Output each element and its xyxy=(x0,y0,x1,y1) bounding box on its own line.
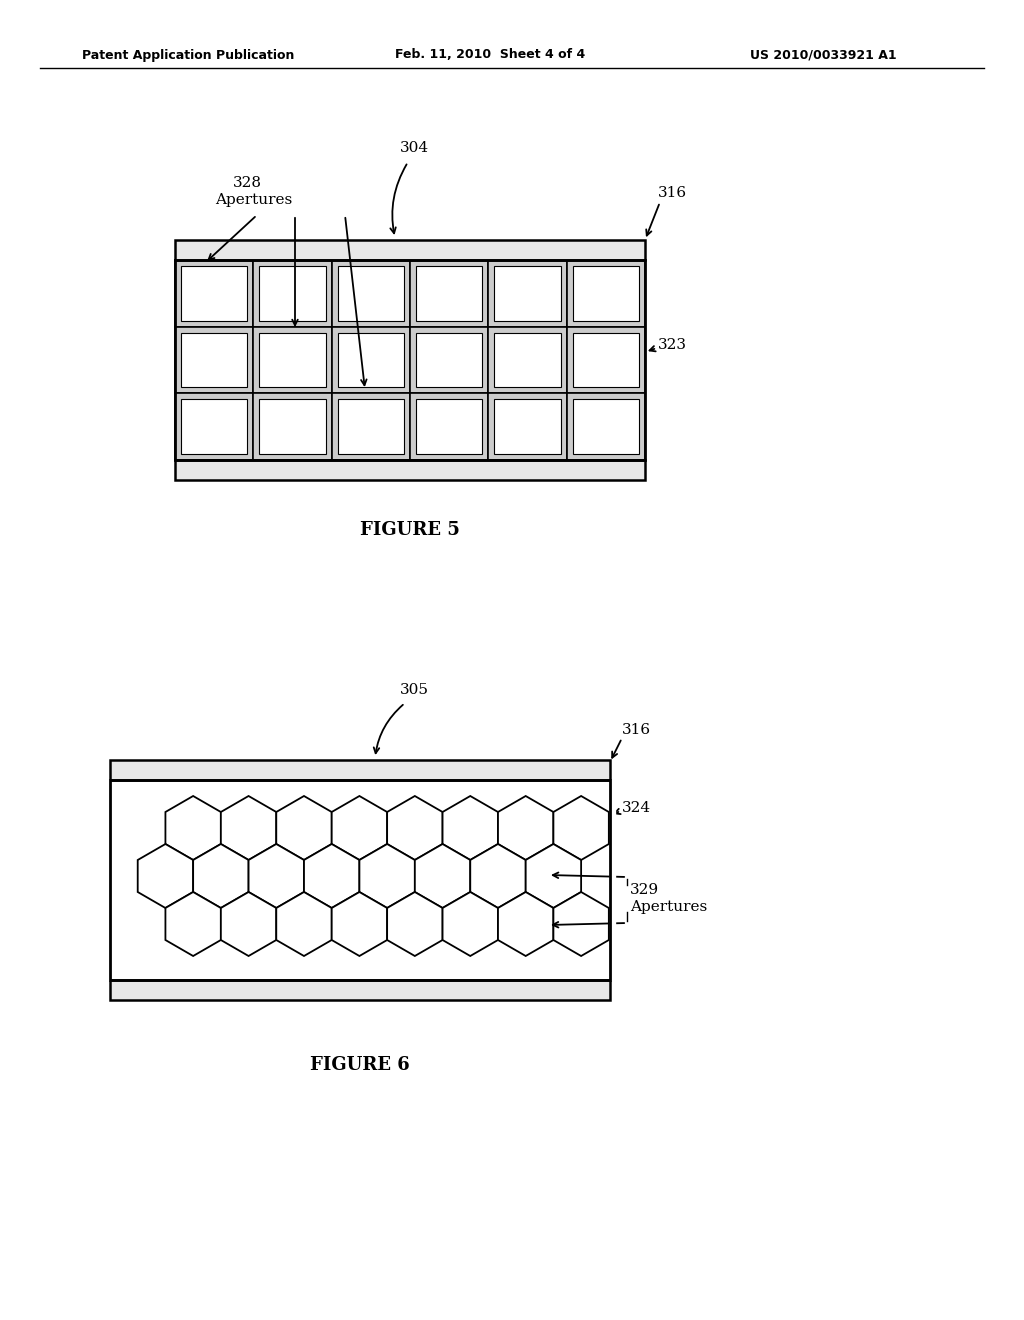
Text: 305: 305 xyxy=(400,682,429,697)
Text: Patent Application Publication: Patent Application Publication xyxy=(82,49,294,62)
Polygon shape xyxy=(181,400,248,454)
Polygon shape xyxy=(495,267,561,321)
Text: FIGURE 5: FIGURE 5 xyxy=(360,521,460,539)
Polygon shape xyxy=(181,267,248,321)
Polygon shape xyxy=(110,780,610,979)
Polygon shape xyxy=(332,796,387,861)
Polygon shape xyxy=(249,843,304,908)
Polygon shape xyxy=(276,892,332,956)
Polygon shape xyxy=(332,326,410,393)
Text: Apertures: Apertures xyxy=(630,900,708,913)
Polygon shape xyxy=(572,400,639,454)
Polygon shape xyxy=(442,892,498,956)
Polygon shape xyxy=(253,393,332,459)
Text: 323: 323 xyxy=(658,338,687,352)
Polygon shape xyxy=(259,400,326,454)
Text: 316: 316 xyxy=(658,186,687,201)
Polygon shape xyxy=(387,796,442,861)
Text: 304: 304 xyxy=(400,141,429,154)
Polygon shape xyxy=(566,393,645,459)
Polygon shape xyxy=(442,796,498,861)
Polygon shape xyxy=(415,843,470,908)
Text: US 2010/0033921 A1: US 2010/0033921 A1 xyxy=(750,49,897,62)
Polygon shape xyxy=(175,459,645,480)
Polygon shape xyxy=(488,326,566,393)
Polygon shape xyxy=(175,240,645,260)
Polygon shape xyxy=(194,843,249,908)
Polygon shape xyxy=(387,892,442,956)
Polygon shape xyxy=(259,333,326,387)
Polygon shape xyxy=(276,796,332,861)
Polygon shape xyxy=(495,400,561,454)
Polygon shape xyxy=(410,393,488,459)
Polygon shape xyxy=(338,400,404,454)
Polygon shape xyxy=(332,393,410,459)
Polygon shape xyxy=(488,260,566,326)
Text: Feb. 11, 2010  Sheet 4 of 4: Feb. 11, 2010 Sheet 4 of 4 xyxy=(395,49,586,62)
Polygon shape xyxy=(332,260,410,326)
Polygon shape xyxy=(498,796,553,861)
Polygon shape xyxy=(566,326,645,393)
Polygon shape xyxy=(166,796,221,861)
Polygon shape xyxy=(572,267,639,321)
Polygon shape xyxy=(221,892,276,956)
Text: 316: 316 xyxy=(622,723,651,737)
Polygon shape xyxy=(259,267,326,321)
Text: FIGURE 6: FIGURE 6 xyxy=(310,1056,410,1074)
Polygon shape xyxy=(338,333,404,387)
Polygon shape xyxy=(572,333,639,387)
Polygon shape xyxy=(410,326,488,393)
Polygon shape xyxy=(304,843,359,908)
Polygon shape xyxy=(498,892,553,956)
Polygon shape xyxy=(525,843,581,908)
Polygon shape xyxy=(175,260,253,326)
Polygon shape xyxy=(253,260,332,326)
Polygon shape xyxy=(416,267,482,321)
Polygon shape xyxy=(166,892,221,956)
Polygon shape xyxy=(110,760,610,780)
Polygon shape xyxy=(410,260,488,326)
Text: 329: 329 xyxy=(630,883,659,898)
Polygon shape xyxy=(359,843,415,908)
Polygon shape xyxy=(488,393,566,459)
Polygon shape xyxy=(175,393,253,459)
Polygon shape xyxy=(332,892,387,956)
Polygon shape xyxy=(495,333,561,387)
Text: 324: 324 xyxy=(622,801,651,814)
Polygon shape xyxy=(553,892,609,956)
Polygon shape xyxy=(253,326,332,393)
Text: Apertures: Apertures xyxy=(215,193,292,207)
Polygon shape xyxy=(553,796,609,861)
Polygon shape xyxy=(181,333,248,387)
Polygon shape xyxy=(470,843,525,908)
Polygon shape xyxy=(175,326,253,393)
Polygon shape xyxy=(338,267,404,321)
Text: 328: 328 xyxy=(233,176,262,190)
Polygon shape xyxy=(137,843,194,908)
Polygon shape xyxy=(416,333,482,387)
Polygon shape xyxy=(110,979,610,1001)
Polygon shape xyxy=(221,796,276,861)
Polygon shape xyxy=(566,260,645,326)
Polygon shape xyxy=(416,400,482,454)
